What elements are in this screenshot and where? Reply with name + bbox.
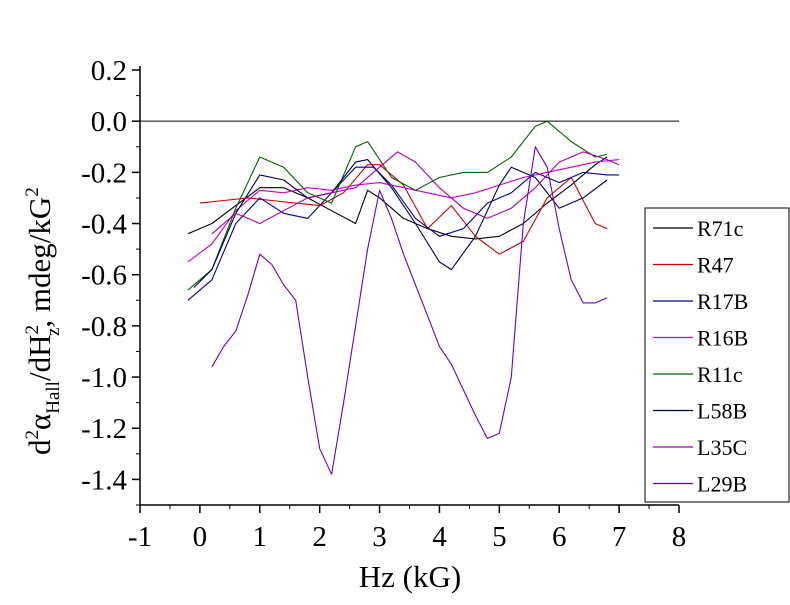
legend-label: L35C [697,435,747,460]
legend-box [644,207,790,503]
series-line-r11c [187,120,608,291]
y-tick-label: -1.4 [81,464,127,496]
x-tick-label: 7 [612,521,627,553]
legend-label: R17B [697,289,748,314]
legend-label: R11c [697,362,743,387]
x-tick-label: 8 [672,521,687,553]
x-tick-label: 1 [253,521,268,553]
legend: R71c R47 R17B R16B R11c L58B L35C L29B [644,207,790,503]
y-tick-label: -0.4 [81,209,127,241]
y-tick-label: 0.2 [91,55,127,87]
y-axis-title: d2αHall/dH2z, mdeg/kG2 [22,187,64,455]
legend-label: L29B [697,472,747,497]
legend-label: R47 [697,253,734,278]
y-tick-label: -0.6 [81,260,127,292]
legend-label: R71c [697,216,744,241]
y-tick-label: -1.2 [81,413,127,445]
legend-label: R16B [697,326,748,351]
y-tick-label: -0.8 [81,311,127,343]
series-line-l35c [211,151,620,235]
y-tick-label: -1.0 [81,362,127,394]
y-tick-label: 0.0 [91,106,127,138]
legend-label: L58B [697,399,747,424]
series-line-r47 [199,164,608,255]
x-tick-label: 0 [193,521,208,553]
x-tick-label: 3 [372,521,387,553]
y-tick-label: -0.2 [81,157,127,189]
axes: -1 0 1 2 3 4 5 6 7 8 0.2 0.0 -0.2 -0.4 -0.6 -0.8 -1.0 -1.… [81,55,686,553]
series-line-l29b [211,146,608,475]
series-line-r16b [187,159,620,263]
series-layer [187,120,620,475]
x-tick-label: 4 [432,521,447,553]
x-axis-title: Hz (kG) [359,559,461,594]
series-line-r17b [187,166,620,301]
x-tick-label: 6 [552,521,567,553]
series-line-r71c [187,156,608,240]
x-tick-label: 5 [492,521,507,553]
x-tick-label: 2 [312,521,327,553]
x-tick-label: -1 [128,521,152,553]
